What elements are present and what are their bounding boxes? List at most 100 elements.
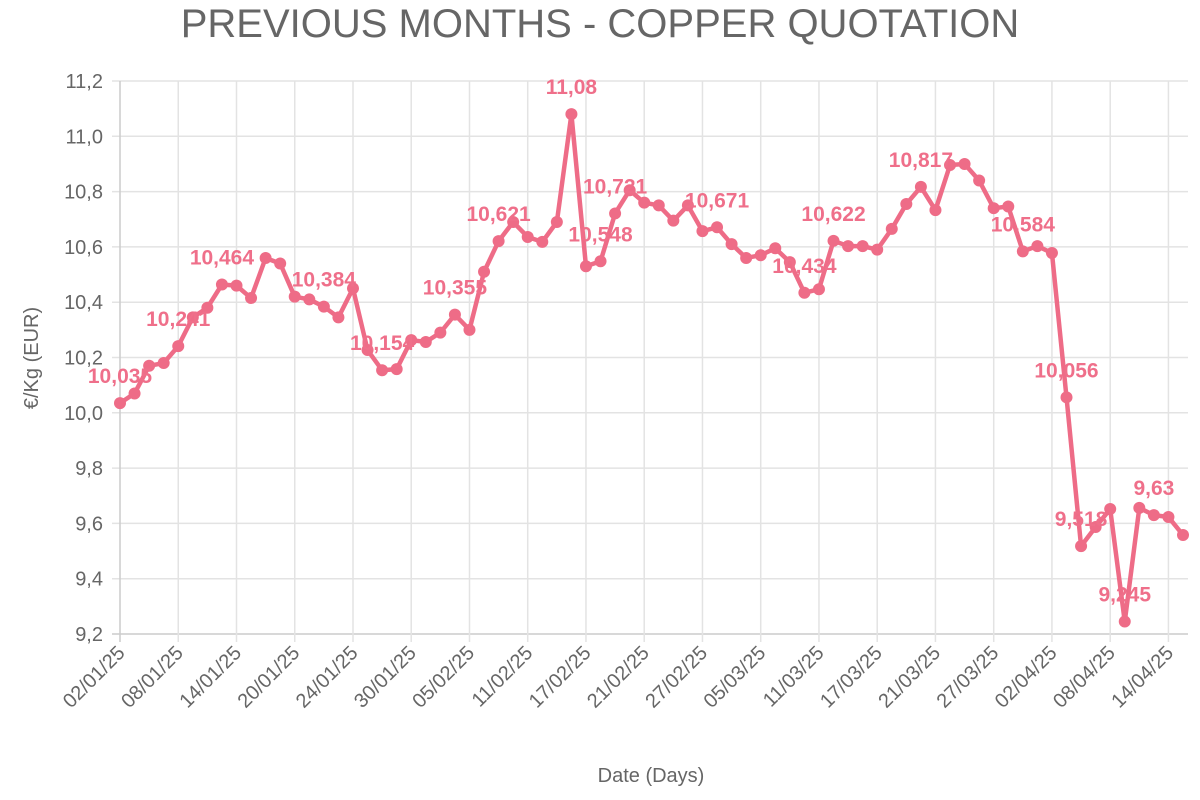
- data-point: [1075, 540, 1088, 553]
- data-point: [885, 222, 898, 235]
- y-tick-label: 9,6: [75, 513, 103, 535]
- x-tick-label: 21/03/25: [874, 642, 945, 713]
- data-point: [842, 240, 855, 253]
- data-label: 10,584: [991, 213, 1056, 236]
- data-point: [856, 240, 869, 253]
- data-label: 10,241: [146, 308, 211, 331]
- data-point: [288, 290, 301, 303]
- data-label: 9,518: [1055, 508, 1108, 531]
- data-point: [594, 255, 607, 268]
- data-point: [944, 159, 957, 172]
- data-label: 10,721: [583, 175, 648, 198]
- data-point: [507, 216, 520, 229]
- y-axis-title: €/Kg (EUR): [21, 307, 43, 409]
- data-point: [1162, 511, 1175, 524]
- series-line: [114, 108, 1189, 628]
- data-point: [1045, 246, 1058, 259]
- data-point: [711, 221, 724, 234]
- x-tick-label: 14/01/25: [175, 642, 246, 713]
- data-point: [812, 283, 825, 296]
- data-point: [1104, 503, 1117, 516]
- data-label: 10,548: [568, 223, 633, 246]
- data-point: [769, 242, 782, 255]
- y-tick-label: 9,8: [75, 458, 103, 480]
- x-axis-title: Date (Days): [598, 765, 705, 787]
- x-tick-label: 27/02/25: [641, 642, 712, 713]
- data-point: [274, 257, 287, 270]
- y-tick-label: 11,2: [66, 71, 103, 93]
- data-point: [579, 260, 592, 273]
- x-tick-label: 24/01/25: [292, 642, 363, 713]
- x-tick-label: 05/03/25: [700, 642, 771, 713]
- data-point: [1060, 391, 1073, 404]
- data-point: [376, 364, 389, 377]
- data-label: 11,08: [546, 76, 598, 99]
- data-point: [667, 214, 680, 227]
- chart-title: PREVIOUS MONTHS - COPPER QUOTATION: [181, 2, 1020, 46]
- data-point: [259, 251, 272, 264]
- y-tick-label: 10,4: [64, 292, 103, 314]
- data-label: 10,355: [423, 277, 488, 300]
- x-tick-label: 30/01/25: [350, 642, 421, 713]
- data-point: [143, 359, 156, 372]
- y-tick-label: 9,2: [75, 624, 103, 646]
- x-tick-label: 11/03/25: [759, 642, 829, 712]
- data-point: [317, 300, 330, 313]
- y-tick-label: 9,4: [75, 569, 103, 591]
- data-label: 9,63: [1133, 477, 1174, 500]
- x-tick-label: 14/04/25: [1107, 642, 1178, 713]
- data-point: [550, 216, 563, 229]
- x-tick-label: 08/01/25: [117, 642, 188, 713]
- data-point: [827, 234, 840, 247]
- data-point: [681, 199, 694, 212]
- data-point: [900, 198, 913, 211]
- x-tick-label: 02/01/25: [59, 642, 130, 713]
- data-point: [478, 265, 491, 278]
- x-tick-label: 17/02/25: [525, 642, 596, 713]
- x-tick-label: 02/04/25: [991, 642, 1062, 713]
- data-point: [245, 292, 258, 305]
- data-label: 10,621: [466, 203, 531, 226]
- data-point: [1031, 240, 1044, 253]
- data-point: [303, 293, 316, 306]
- data-point: [740, 251, 753, 264]
- data-point: [114, 397, 126, 410]
- y-tick-label: 10,8: [64, 182, 103, 204]
- x-tick-label: 27/03/25: [933, 642, 1004, 713]
- data-point: [1177, 529, 1189, 542]
- y-tick-label: 10,6: [64, 237, 103, 259]
- data-point: [186, 311, 199, 324]
- data-label: 10,817: [889, 149, 953, 172]
- data-point: [346, 282, 359, 295]
- grid: [112, 80, 1188, 642]
- data-point: [565, 108, 578, 121]
- x-tick-label: 17/03/25: [816, 642, 887, 713]
- data-label: 10,056: [1034, 359, 1098, 382]
- data-label: 10,622: [801, 203, 865, 226]
- data-label: 10,035: [88, 365, 153, 388]
- x-tick-label: 05/02/25: [408, 642, 479, 713]
- data-point: [929, 204, 942, 217]
- y-tick-label: 10,0: [64, 403, 103, 425]
- data-point: [215, 278, 228, 291]
- data-point: [987, 202, 1000, 215]
- data-point: [958, 157, 971, 170]
- x-tick-label: 20/01/25: [234, 642, 305, 713]
- data-point: [1133, 501, 1146, 514]
- data-point: [973, 174, 986, 187]
- data-point: [492, 235, 505, 248]
- data-point: [521, 230, 534, 243]
- data-point: [783, 256, 796, 269]
- data-point: [419, 336, 432, 349]
- data-point: [754, 249, 767, 262]
- y-tick-label: 11,0: [66, 126, 103, 148]
- data-point: [172, 340, 185, 353]
- data-labels: 10,035 10,241 10,464 10,384 10,154 10,355 10,6…: [88, 76, 1174, 606]
- data-point: [1002, 200, 1015, 213]
- data-point: [696, 225, 709, 238]
- data-point: [652, 199, 665, 212]
- y-tick-label: 10,2: [64, 348, 103, 370]
- x-tick-label: 11/02/25: [468, 642, 538, 712]
- data-label: 9,245: [1098, 584, 1151, 607]
- data-point: [871, 243, 884, 256]
